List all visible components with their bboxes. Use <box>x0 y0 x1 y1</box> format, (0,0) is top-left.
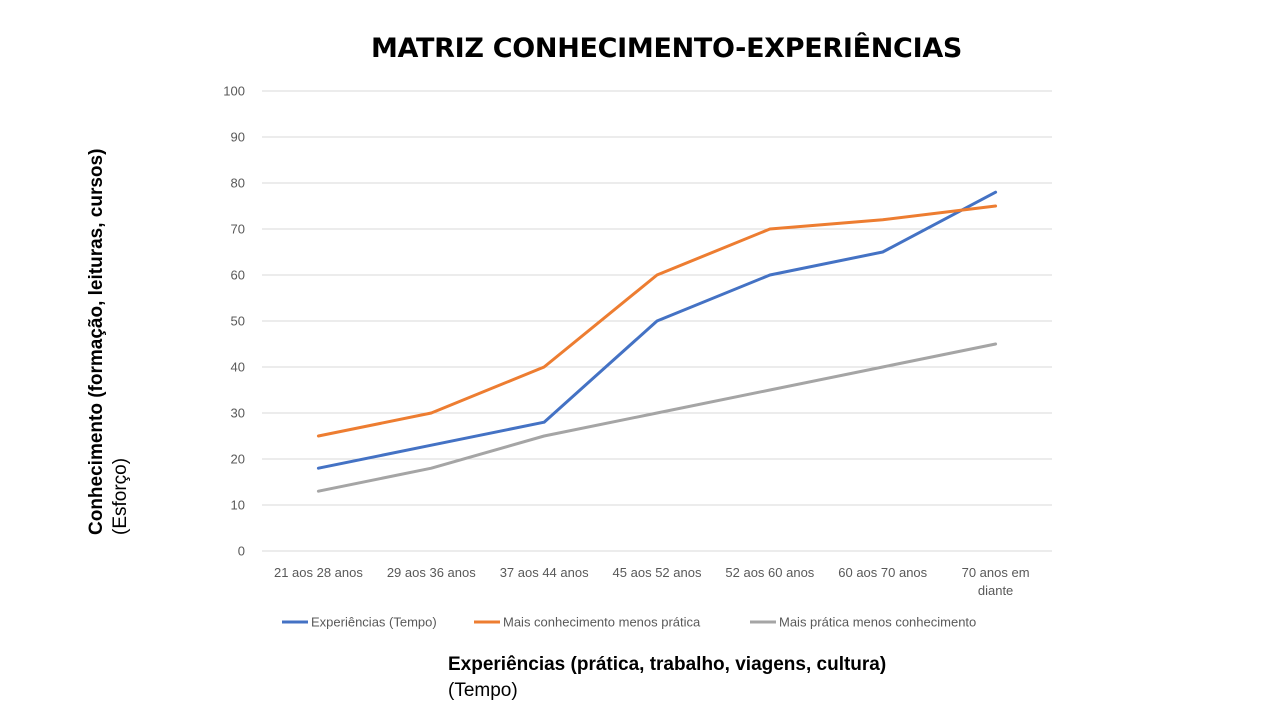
y-tick-label: 80 <box>231 176 245 191</box>
x-axis-sublabel: (Tempo) <box>448 680 518 701</box>
y-tick-label: 60 <box>231 268 245 283</box>
y-axis-label: Conhecimento (formação, leituras, cursos… <box>86 148 107 535</box>
x-tick-label: 29 aos 36 anos <box>387 565 476 580</box>
series-line-3 <box>316 342 998 493</box>
x-axis-label: Experiências (prática, trabalho, viagens… <box>448 654 887 675</box>
y-tick-label: 70 <box>231 222 245 237</box>
legend-label: Mais prática menos conhecimento <box>779 615 976 630</box>
y-axis-sublabel: (Esforço) <box>110 457 131 535</box>
chart-title: MATRIZ CONHECIMENTO-EXPERIÊNCIAS <box>370 33 963 64</box>
x-axis-label-block: Experiências (prática, trabalho, viagens… <box>448 654 886 702</box>
legend: Experiências (Tempo) Mais conhecimento me… <box>282 615 976 630</box>
x-tick-label: 60 aos 70 anos <box>838 565 927 580</box>
y-tick-label: 20 <box>231 452 245 467</box>
legend-label: Mais conhecimento menos prática <box>503 615 701 630</box>
x-tick-label: 70 anos em <box>962 565 1030 580</box>
x-tick-label: 52 aos 60 anos <box>725 565 814 580</box>
x-axis-ticks: 21 aos 28 anos 29 aos 36 anos 37 aos 44 an… <box>274 565 1030 598</box>
x-tick-label: 37 aos 44 anos <box>500 565 589 580</box>
x-tick-label: 45 aos 52 anos <box>613 565 702 580</box>
y-axis-ticks: 0 10 20 30 40 50 60 70 80 90 100 <box>223 84 245 559</box>
y-tick-label: 0 <box>238 544 245 559</box>
x-tick-label: 21 aos 28 anos <box>274 565 363 580</box>
legend-label: Experiências (Tempo) <box>311 615 437 630</box>
x-tick-label: diante <box>978 583 1013 598</box>
y-tick-label: 50 <box>231 314 245 329</box>
y-tick-label: 40 <box>231 360 245 375</box>
y-tick-label: 10 <box>231 498 245 513</box>
y-tick-label: 30 <box>231 406 245 421</box>
gridlines <box>262 90 1052 552</box>
y-tick-label: 90 <box>231 130 245 145</box>
series-line-1 <box>316 190 998 470</box>
y-tick-label: 100 <box>223 84 245 99</box>
series-lines <box>316 190 998 493</box>
series-line-2 <box>316 204 998 438</box>
